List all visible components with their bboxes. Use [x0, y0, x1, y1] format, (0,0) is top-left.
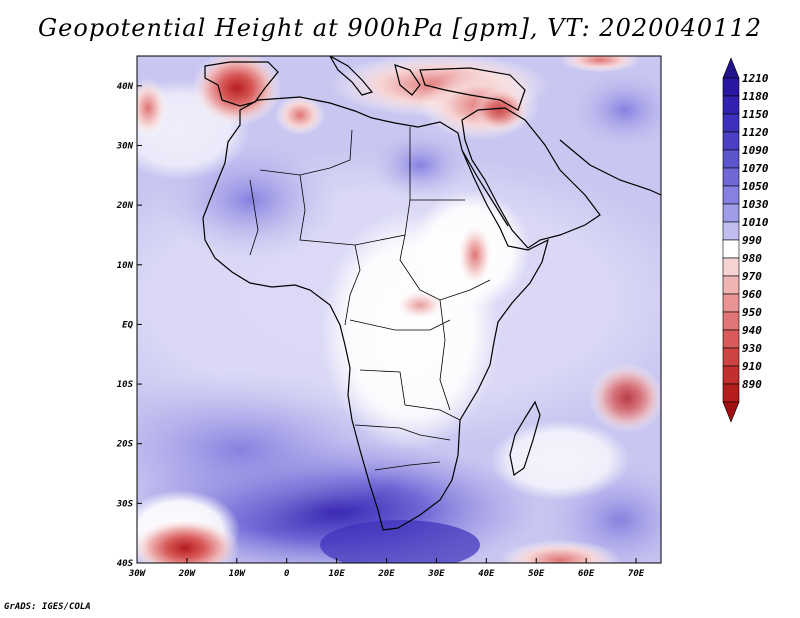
colorbar-swatch — [722, 275, 740, 295]
colorbar-swatch — [722, 95, 740, 115]
lon-tick-label: 0 — [284, 569, 290, 579]
colorbar-swatch — [722, 203, 740, 223]
lat-tick-label: 30S — [116, 499, 134, 509]
lon-tick-label: 70E — [628, 569, 645, 579]
colorbar-swatch — [722, 347, 740, 367]
lon-tick-label: 10E — [328, 569, 345, 579]
lon-tick-label: 20E — [377, 569, 395, 579]
colorbar-swatch — [722, 311, 740, 331]
colorbar-label: 1050 — [742, 180, 769, 193]
colorbar-label: 1150 — [742, 108, 769, 121]
lon-tick-label: 40E — [478, 569, 495, 579]
colorbar-top-arrow — [722, 57, 740, 79]
height-field — [137, 56, 661, 563]
colorbar-bottom-arrow — [722, 401, 740, 423]
colorbar-label: 1030 — [742, 198, 769, 211]
map-frame — [136, 55, 662, 564]
lon-tick-label: 30E — [427, 569, 445, 579]
lat-tick-label: 20S — [116, 440, 134, 450]
colorbar-label: 910 — [742, 360, 762, 373]
lat-tick-label: 40S — [117, 559, 134, 569]
lat-tick-label: 40N — [117, 82, 134, 92]
coastlines — [202, 56, 661, 531]
colorbar-label: 960 — [742, 288, 762, 301]
colorbar-swatch — [722, 221, 740, 241]
colorbar-label: 990 — [742, 234, 762, 247]
colorbar-swatch — [722, 149, 740, 169]
lon-tick-label: 30W — [128, 569, 147, 579]
lat-tick-label: 20N — [116, 201, 134, 211]
axis-ticks: 30W 20W 10W 0 10E 20E 30E 40E 50E 60E 70E 40N 30N 20N… — [116, 82, 645, 579]
colorbar-swatch — [722, 77, 740, 97]
lon-tick-label: 60E — [578, 569, 595, 579]
colorbar-swatch — [722, 329, 740, 349]
colorbar-label: 950 — [742, 306, 762, 319]
colorbar-label: 1070 — [742, 162, 769, 175]
colorbar-label: 1090 — [742, 144, 769, 157]
colorbar-label: 940 — [742, 324, 762, 337]
colorbar-label: 1180 — [742, 90, 769, 103]
lat-tick-label: EQ — [122, 320, 133, 330]
colorbar-label: 1210 — [742, 72, 769, 85]
colorbar-label: 890 — [742, 378, 762, 391]
colorbar-swatch — [722, 167, 740, 187]
colorbar-swatch — [722, 185, 740, 205]
lat-tick-label: 10S — [117, 380, 134, 390]
colorbar-label: 1120 — [742, 126, 769, 139]
colorbar-swatch — [722, 113, 740, 133]
grads-credit: GrADS: IGES/COLA — [4, 602, 91, 612]
colorbar-label: 980 — [742, 252, 762, 265]
colorbar-label: 930 — [742, 342, 762, 355]
plot-title: Geopotential Height at 900hPa [gpm], VT:… — [38, 14, 762, 42]
colorbar-swatch — [722, 131, 740, 151]
colorbar-swatch — [722, 239, 740, 259]
lon-tick-label: 20W — [178, 569, 197, 579]
lat-tick-label: 30N — [116, 141, 134, 151]
lon-tick-label: 10W — [229, 569, 247, 579]
colorbar-swatch — [722, 293, 740, 313]
lat-tick-label: 10N — [117, 261, 134, 271]
colorbar-label: 1010 — [742, 216, 769, 229]
colorbar: 1210 1180 1150 1120 1090 1070 1050 1030 1010 990 9… — [722, 57, 769, 423]
colorbar-swatch — [722, 257, 740, 277]
colorbar-swatch — [722, 365, 740, 385]
lon-tick-label: 50E — [528, 569, 545, 579]
colorbar-label: 970 — [742, 270, 762, 283]
colorbar-swatch — [722, 383, 740, 403]
